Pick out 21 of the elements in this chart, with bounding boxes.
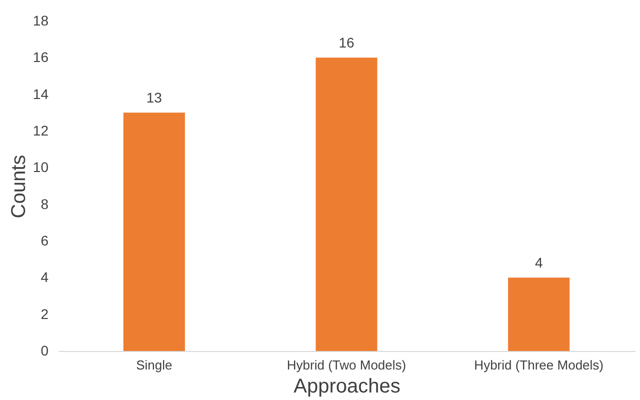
y-tick-label: 14 — [32, 86, 49, 102]
y-tick-label: 0 — [40, 342, 49, 358]
y-tick-label: 8 — [40, 196, 49, 212]
y-tick-label: 4 — [40, 269, 49, 286]
bar — [316, 58, 378, 351]
bar — [508, 278, 570, 351]
y-tick-label: 12 — [32, 122, 49, 138]
x-tick-label: Hybrid (Two Models) — [286, 358, 406, 372]
y-tick-label: 2 — [40, 306, 49, 322]
data-label: 13 — [146, 90, 162, 106]
data-label: 4 — [534, 254, 543, 271]
x-tick-label: Hybrid (Three Models) — [474, 358, 604, 372]
bar — [123, 112, 185, 351]
y-tick-label: 16 — [32, 49, 49, 66]
x-tick-label: Single — [136, 358, 172, 372]
y-tick-label: 18 — [32, 12, 49, 28]
data-label: 16 — [338, 34, 354, 51]
x-axis-title: Approaches — [294, 376, 400, 398]
y-axis-title: Counts — [8, 154, 30, 218]
y-tick-label: 10 — [32, 159, 49, 176]
y-tick-label: 6 — [40, 232, 49, 248]
